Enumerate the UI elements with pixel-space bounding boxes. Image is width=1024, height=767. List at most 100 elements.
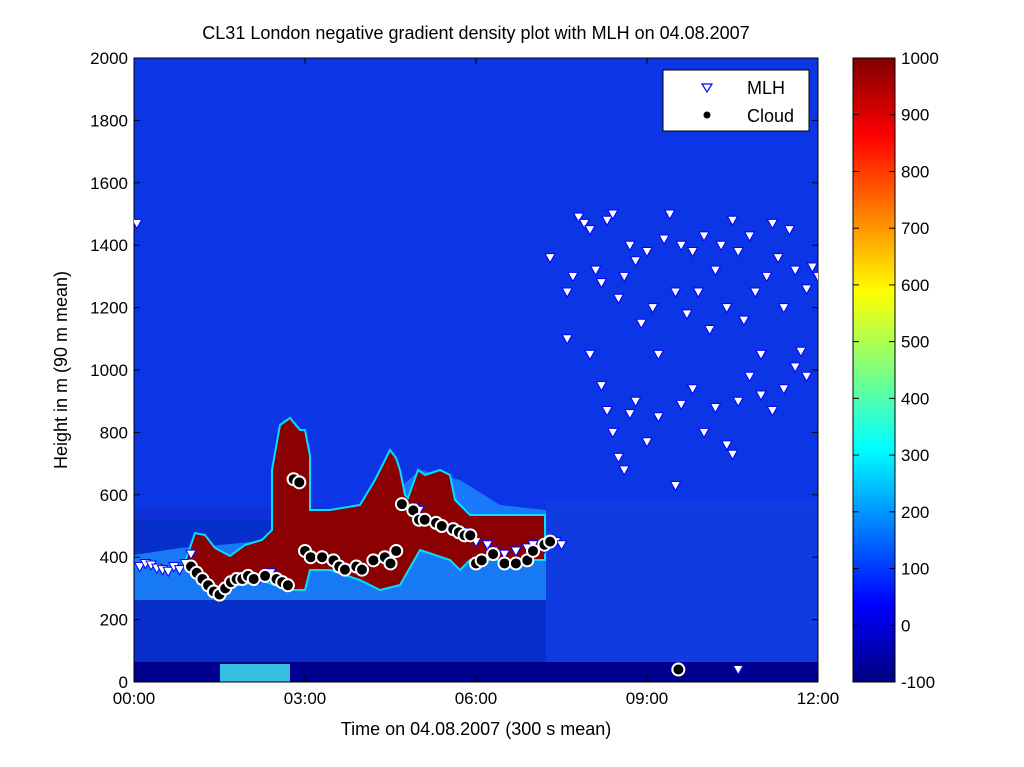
- mlh-point: [738, 315, 750, 327]
- y-axis-label: Height in m (90 m mean): [51, 271, 71, 469]
- colorbar-tick-label: 400: [901, 389, 929, 408]
- colorbar-ticks: -100 0 100 200 300 400 500 600 700 800 900 1000: [853, 49, 939, 692]
- mlh-point: [134, 218, 143, 230]
- y-tick-label: 1800: [90, 111, 128, 130]
- cloud-point: [355, 562, 369, 577]
- cloud-series: [184, 472, 686, 677]
- mlh-point: [709, 402, 722, 414]
- x-tick-label: 03:00: [284, 689, 327, 708]
- mlh-point: [777, 303, 790, 314]
- cloud-point: [383, 556, 398, 571]
- cloud-point: [526, 543, 540, 558]
- mlh-point: [720, 440, 733, 451]
- cloud-point: [508, 556, 523, 571]
- mlh-point: [561, 287, 574, 299]
- y-tick-label: 600: [100, 486, 128, 505]
- mlh-point: [732, 246, 745, 258]
- mlh-point: [162, 566, 175, 578]
- cloud-point: [543, 534, 558, 549]
- x-axis-label: Time on 04.08.2007 (300 s mean): [341, 719, 612, 739]
- mlh-point: [606, 427, 619, 439]
- mlh-point: [703, 324, 716, 336]
- x-tick-label: 00:00: [113, 689, 156, 708]
- mlh-point: [612, 293, 625, 305]
- mlh-point: [698, 427, 710, 439]
- mlh-point: [544, 253, 556, 264]
- cloud-point: [417, 512, 432, 527]
- y-tick-label: 1600: [90, 174, 128, 193]
- cloud-point: [366, 553, 381, 568]
- mlh-point: [777, 384, 790, 395]
- y-tick-label: 1400: [90, 236, 128, 255]
- mlh-point: [618, 465, 631, 476]
- colorbar-tick-label: 1000: [901, 49, 939, 68]
- legend-mlh-label: MLH: [747, 78, 785, 98]
- colorbar-tick-label: -100: [901, 673, 935, 692]
- mlh-point: [555, 540, 568, 551]
- mlh-point: [658, 234, 670, 245]
- mlh-point: [641, 246, 653, 258]
- mlh-point: [584, 225, 596, 236]
- mlh-point: [578, 218, 591, 230]
- y-tick-label: 0: [119, 673, 128, 692]
- heatmap-right-lower-layer: [546, 500, 818, 682]
- cloud-point: [258, 568, 273, 583]
- legend-cloud-label: Cloud: [747, 106, 794, 126]
- colorbar-tick-label: 500: [901, 333, 929, 352]
- cloud-point: [497, 556, 512, 571]
- cloud-point: [671, 662, 686, 677]
- cloud-point: [389, 543, 404, 558]
- mlh-point: [743, 231, 756, 242]
- mlh-point: [589, 265, 602, 277]
- colorbar-tick-label: 300: [901, 446, 929, 465]
- mlh-point: [789, 265, 802, 277]
- mlh-point: [663, 209, 676, 221]
- mlh-point: [755, 390, 767, 401]
- mlh-point: [675, 399, 688, 411]
- cloud-point: [486, 547, 501, 562]
- mlh-point: [618, 271, 631, 283]
- legend-mlh-marker: [700, 83, 714, 94]
- mlh-point: [612, 452, 625, 464]
- mlh-point: [732, 396, 745, 408]
- heatmap-surface-highlight: [220, 664, 290, 682]
- mlh-point: [652, 412, 665, 423]
- cloud-point: [292, 475, 307, 490]
- mlh-point: [561, 334, 574, 345]
- mlh-point: [601, 215, 613, 227]
- legend-box: [662, 69, 810, 132]
- mlh-point: [755, 349, 767, 361]
- mlh-point: [595, 278, 608, 289]
- cloud-point: [474, 553, 489, 568]
- cloud-point: [394, 497, 409, 512]
- mlh-point: [567, 271, 579, 283]
- mlh-point: [726, 215, 739, 227]
- plot-area: [134, 58, 818, 682]
- x-tick-label: 12:00: [797, 689, 840, 708]
- mlh-point: [652, 349, 665, 361]
- cloud-point: [463, 528, 478, 543]
- mlh-point: [606, 209, 619, 221]
- y-axis: 0 200 400 600 800 1000 1200 1400 1600 1800 2000: [90, 49, 818, 692]
- mlh-point: [481, 540, 494, 551]
- y-tick-label: 200: [100, 611, 128, 630]
- x-tick-label: 06:00: [455, 689, 498, 708]
- mlh-point: [783, 225, 796, 236]
- colorbar-tick-label: 0: [901, 616, 910, 635]
- mlh-point: [669, 287, 682, 299]
- mlh-point: [669, 480, 682, 492]
- legend-cloud-marker: [703, 111, 711, 119]
- cloud-point: [280, 578, 295, 593]
- mlh-point: [692, 287, 705, 299]
- colorbar-tick-label: 700: [901, 219, 929, 238]
- mlh-point: [572, 212, 585, 224]
- x-tick-label: 09:00: [626, 689, 669, 708]
- mlh-point: [800, 371, 813, 383]
- mlh-point: [772, 253, 784, 264]
- mlh-point: [595, 381, 608, 392]
- mlh-point: [635, 318, 648, 330]
- mlh-point: [629, 396, 642, 408]
- mlh-point: [686, 246, 699, 258]
- colorbar-tick-label: 100: [901, 560, 929, 579]
